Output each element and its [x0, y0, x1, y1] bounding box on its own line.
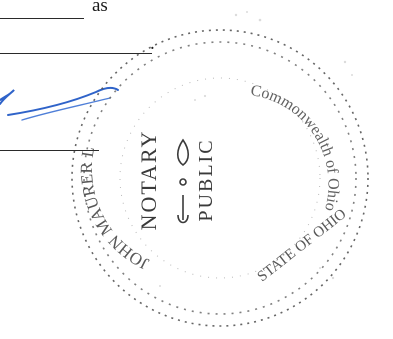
seal-tick-ring	[71, 29, 369, 327]
seal-inner-faint-ring	[119, 77, 321, 279]
seal-embossed-texture	[159, 11, 353, 287]
seal-right-arc-text: Commonwealth of Ohio	[249, 82, 341, 213]
seal-center-public: PUBLIC	[195, 138, 217, 221]
seal-bottom-text: STATE OF OHIO	[255, 206, 350, 285]
blank-line-1	[0, 18, 84, 19]
seal-center-emblem	[176, 138, 190, 224]
period-mark: .	[150, 33, 155, 54]
signature-stroke-3	[21, 97, 111, 121]
text-as: as	[92, 0, 108, 16]
signature-line	[0, 150, 99, 151]
seal-center-notary: NOTARY	[136, 130, 161, 231]
seal-left-arc-text: JOHN MAURER LOPEZ	[0, 0, 152, 273]
handwritten-signature	[0, 86, 119, 121]
blank-line-2	[0, 53, 152, 54]
signature-stroke-1	[0, 89, 15, 105]
signature-stroke-2	[7, 86, 119, 116]
